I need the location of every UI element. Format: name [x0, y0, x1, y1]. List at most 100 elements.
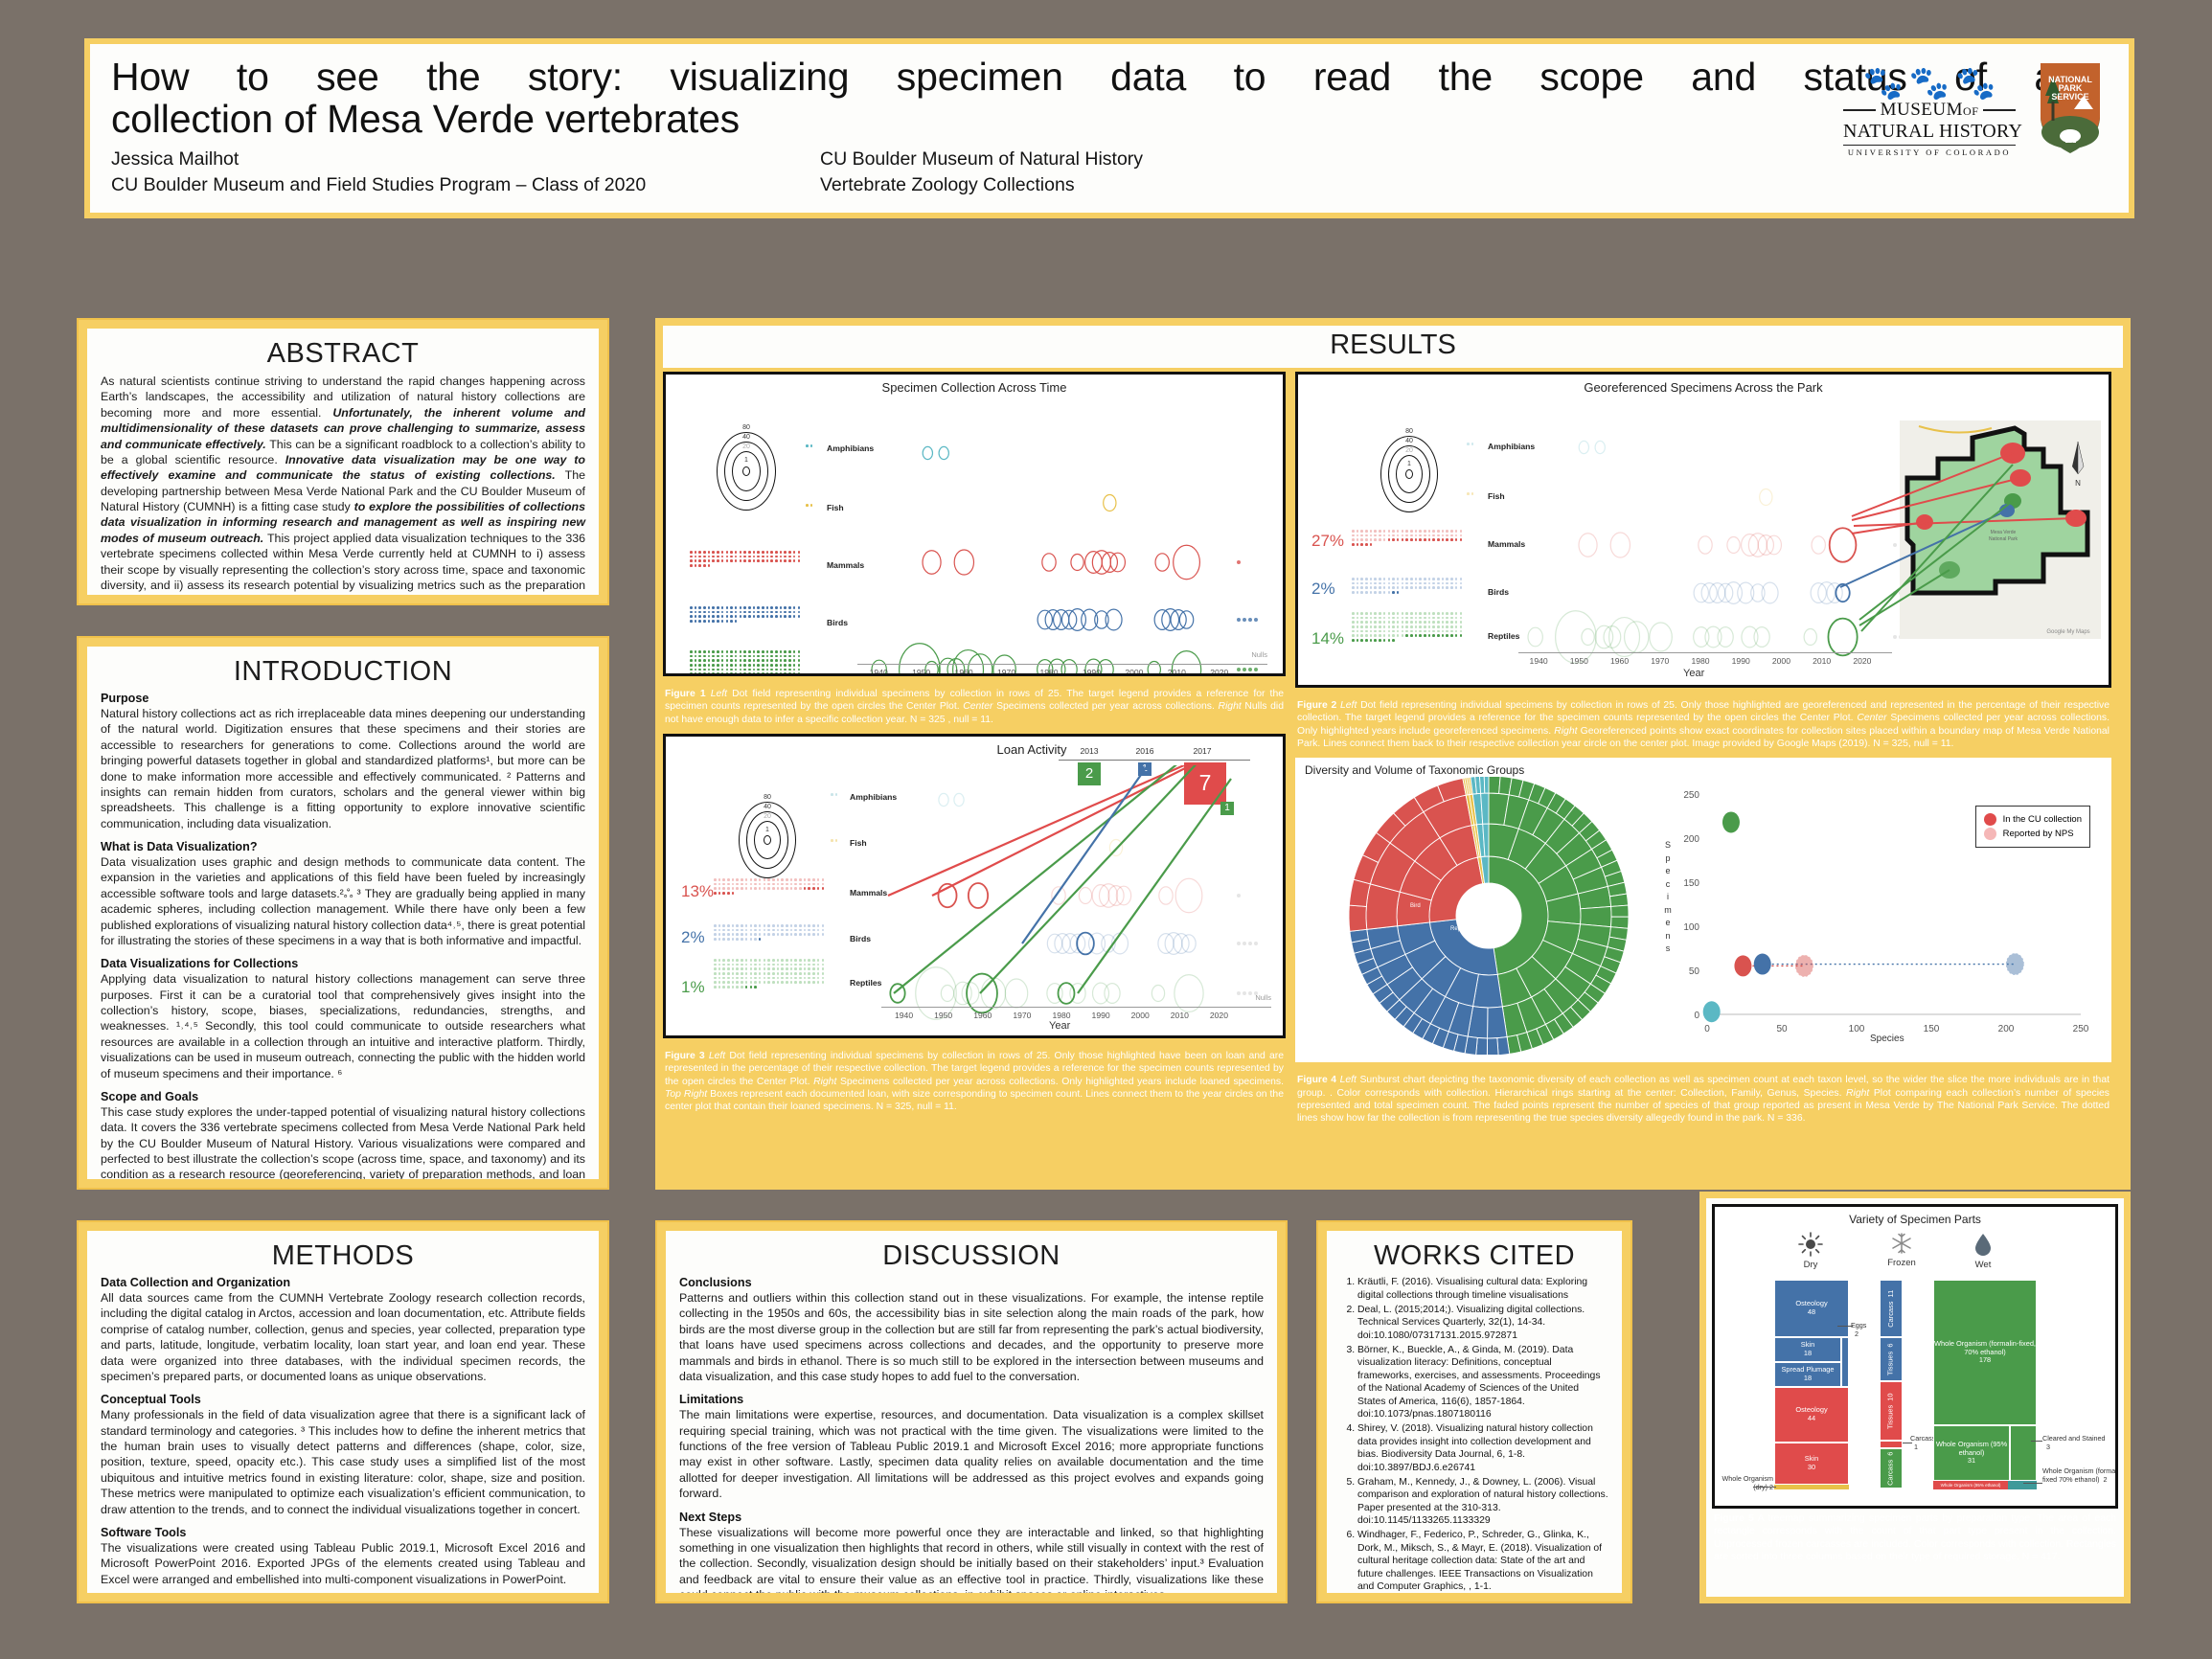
category-label-amphibians: Amphibians: [1488, 442, 1536, 451]
category-label-birds: Birds: [850, 933, 871, 943]
works-cited-panel: WORKS CITED Kräutli, F. (2016). Visualis…: [1316, 1220, 1632, 1603]
null-marker-birds: [1243, 941, 1246, 945]
bubble-mammals-1959: [967, 882, 990, 909]
treemap-column-wet: Whole Organism (formalin-fixed, 70% etha…: [1933, 1280, 2037, 1490]
methods-paragraph-conceptual-tools: Many professionals in the field of data …: [101, 1408, 585, 1516]
bubble-reptiles-1982: [1704, 625, 1722, 648]
tm-frozen-carcass-mammal: [1880, 1441, 1903, 1448]
bubble-amphibians-1950: [938, 792, 949, 807]
tm-frozen-carcass-reptile: Carcass 6: [1880, 1448, 1903, 1489]
dotfield-reptiles: [714, 958, 825, 990]
x-tick-2000: 2000: [1130, 1010, 1150, 1020]
intro-paragraph-scope-and-goals: This case study explores the under-tappe…: [101, 1104, 585, 1179]
scatter-point: [1722, 811, 1740, 833]
null-marker-birds: [1243, 618, 1246, 622]
sunburst-label-reptile: Reptile: [1450, 926, 1469, 932]
bubble-birds-1981: [1700, 582, 1718, 603]
dotfield-birds: [1352, 578, 1463, 596]
sun-icon: [1798, 1232, 1823, 1257]
dotfield-birds: [690, 606, 801, 625]
x-axis-label: Year: [1683, 668, 1705, 679]
bubble-mammals-1980: [1698, 535, 1713, 555]
figure-1-chart: Specimen Collection Across Time 80 40 20…: [663, 372, 1286, 676]
bubble-mammals-1995: [1757, 534, 1775, 556]
works-cited-title: WORKS CITED: [1373, 1240, 1576, 1271]
null-marker-birds: [1237, 941, 1241, 945]
org-line-1: CU Boulder Museum of Natural History: [820, 148, 1144, 170]
legend-dot-cu: [1983, 813, 1996, 827]
percent-mammals: 13%: [681, 881, 715, 900]
null-marker-birds: [1248, 941, 1252, 945]
target-legend: 80 40 20 1: [1375, 424, 1444, 516]
figure-1-caption: Figure 1 Left Dot field representing ind…: [665, 689, 1285, 725]
scatter-point: [1702, 1001, 1721, 1023]
x-tick-1940: 1940: [1529, 656, 1548, 666]
methods-heading-conceptual-tools: Conceptual Tools: [101, 1393, 201, 1407]
svg-text:SERVICE: SERVICE: [2051, 92, 2088, 102]
x-tick-50: 50: [1776, 1024, 1788, 1034]
loan-connector-line-0: [887, 764, 1187, 897]
logo-group: 🐾 🐾 🐾 MUSEUMOF NATURAL HISTORY UNIVERSIT…: [1843, 57, 2111, 157]
title-line-2: collection of Mesa Verde vertebrates: [111, 97, 740, 142]
sunburst-slice: [1496, 1036, 1511, 1056]
x-tick-2000: 2000: [1125, 668, 1144, 676]
x-tick-1960: 1960: [954, 668, 973, 676]
target-value-80: 80: [742, 424, 750, 431]
target-value-40: 40: [742, 434, 750, 441]
bubble-mammals-1951: [922, 550, 942, 575]
category-label-birds: Birds: [1488, 587, 1509, 597]
figure-2-plot-title: Georeferenced Specimens Across the Park: [1584, 380, 1823, 395]
bubble-mammals-1991: [1740, 534, 1759, 557]
x-tick-250: 250: [2073, 1024, 2089, 1034]
bubble-reptiles-1951: [1581, 627, 1595, 647]
bubble-reptiles-1955: [953, 981, 972, 1006]
bubble-birds-2008: [1810, 582, 1827, 603]
bubble-reptiles-1951: [924, 660, 939, 673]
y-tick-100: 100: [1683, 922, 1699, 933]
x-tick-100: 100: [1849, 1024, 1865, 1034]
tm-dry-osteology-mammal: Osteology 44: [1774, 1387, 1849, 1443]
x-axis-line: [857, 664, 1267, 665]
y-tick-50: 50: [1689, 966, 1700, 977]
x-axis-line: [881, 1006, 1271, 1008]
figure-5-caption: Figure 5 A treemap summarizing specimen …: [1714, 1513, 2116, 1562]
bubble-reptiles-1963: [967, 653, 993, 673]
bear-paw-icon: 🐾: [1955, 65, 1996, 102]
discussion-heading-conclusions: Conclusions: [679, 1276, 752, 1289]
bubble-reptiles-1991: [1741, 625, 1759, 648]
methods-paragraph-software-tools: The visualizations were created using Ta…: [101, 1540, 585, 1586]
null-marker-reptiles: [1237, 990, 1241, 995]
target-value-20: 20: [742, 443, 750, 450]
bubble-birds-1979: [1046, 933, 1063, 954]
treemap-label-wet: Wet: [1974, 1260, 1992, 1270]
figure-5-panel: Variety of Specimen Parts Dry: [1699, 1192, 2131, 1603]
sunburst-slice: [1479, 777, 1486, 795]
bubble-reptiles-2006: [1147, 660, 1162, 673]
tm-wet-whole-organism-95: Whole Organism (95% ethanol) 31: [1933, 1425, 2010, 1481]
x-tick-0: 0: [1704, 1024, 1710, 1034]
x-tick-2010: 2010: [1813, 656, 1832, 666]
intro-heading-purpose: Purpose: [101, 692, 149, 705]
bubble-reptiles-2006: [1803, 627, 1818, 647]
sunburst-slice: [1483, 777, 1490, 794]
bubble-birds-1987: [1724, 581, 1744, 604]
bubble-birds-1983: [1708, 582, 1726, 603]
category-label-fish: Fish: [1488, 491, 1505, 501]
snowflake-icon: [1892, 1233, 1911, 1254]
bubble-birds-1993: [1101, 934, 1116, 953]
methods-heading-data-collection: Data Collection and Organization: [101, 1276, 291, 1289]
x-axis-label: Year: [944, 675, 965, 676]
author-affiliation: CU Boulder Museum and Field Studies Prog…: [111, 174, 647, 196]
logo-university-text: UNIVERSITY OF COLORADO: [1843, 145, 2016, 157]
loan-connector-line-2: [893, 764, 1177, 994]
figure-2-chart: Georeferenced Specimens Across the Park …: [1295, 372, 2111, 688]
x-tick-1950: 1950: [1569, 656, 1588, 666]
svg-text:NATIONAL: NATIONAL: [2048, 75, 2092, 84]
x-tick-1980: 1980: [1039, 668, 1059, 676]
bubble-reptiles-1948: [899, 643, 941, 673]
bubble-birds-1996: [1761, 581, 1779, 604]
sunburst-slice: [1475, 1037, 1489, 1056]
page-title: How to see the story: visualizing specim…: [111, 56, 2056, 141]
bubble-mammals-2008: [1158, 886, 1174, 905]
